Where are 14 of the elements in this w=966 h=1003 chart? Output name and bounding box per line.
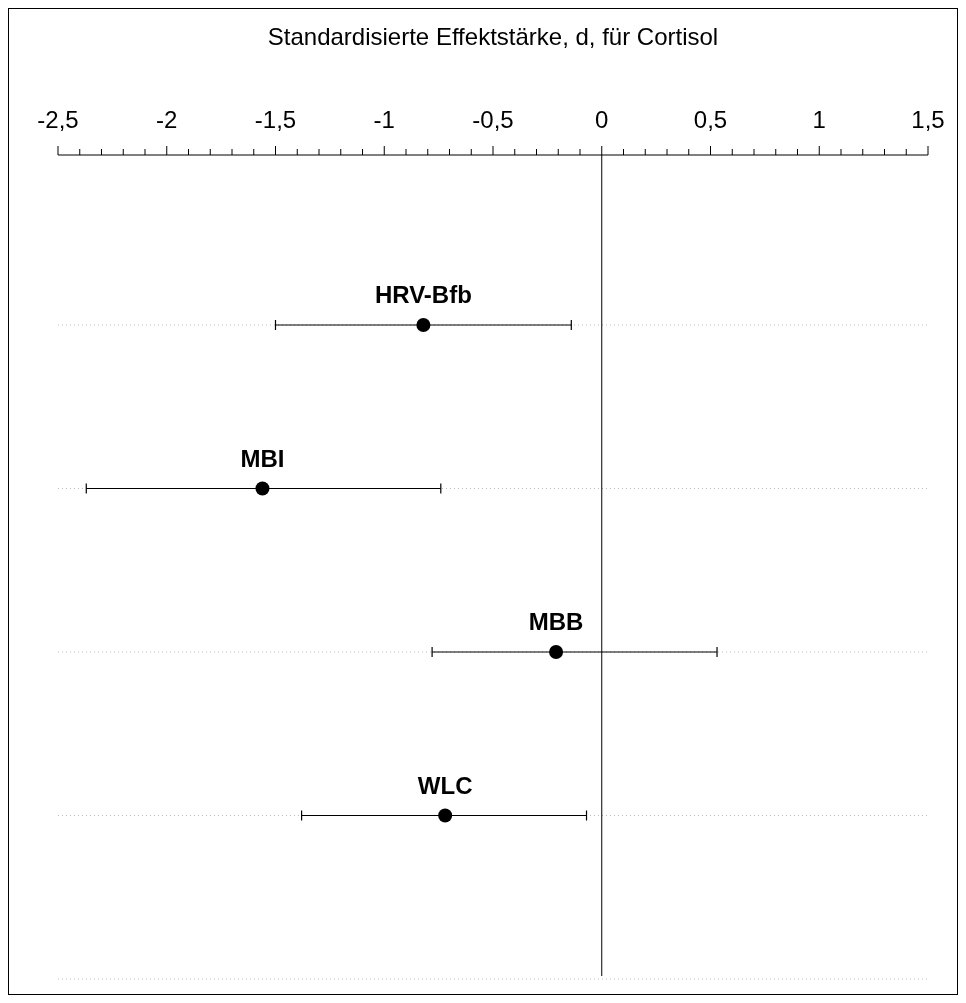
x-tick-label: 0,5 <box>693 106 728 133</box>
y-tick-label: MBI <box>240 444 285 472</box>
x-tick-label: 0 <box>595 106 609 133</box>
x-tick-label: -0,5 <box>472 106 514 133</box>
x-tick-label: -1,5 <box>254 106 297 133</box>
x-tick-label: 1 <box>812 106 826 133</box>
x-axis-title: Standardisierte Effektstärke, d, für Cortisol <box>267 23 719 50</box>
x-tick-label: 1,5 <box>911 106 945 133</box>
y-tick-label: WLC <box>417 771 473 799</box>
y-tick-label: HRV-Bfb <box>374 281 472 308</box>
y-tick-label: MBB <box>528 608 584 635</box>
x-tick-label: -2,5 <box>37 106 79 133</box>
x-tick-label: -2 <box>156 106 178 133</box>
x-tick-label: -1 <box>373 106 395 133</box>
